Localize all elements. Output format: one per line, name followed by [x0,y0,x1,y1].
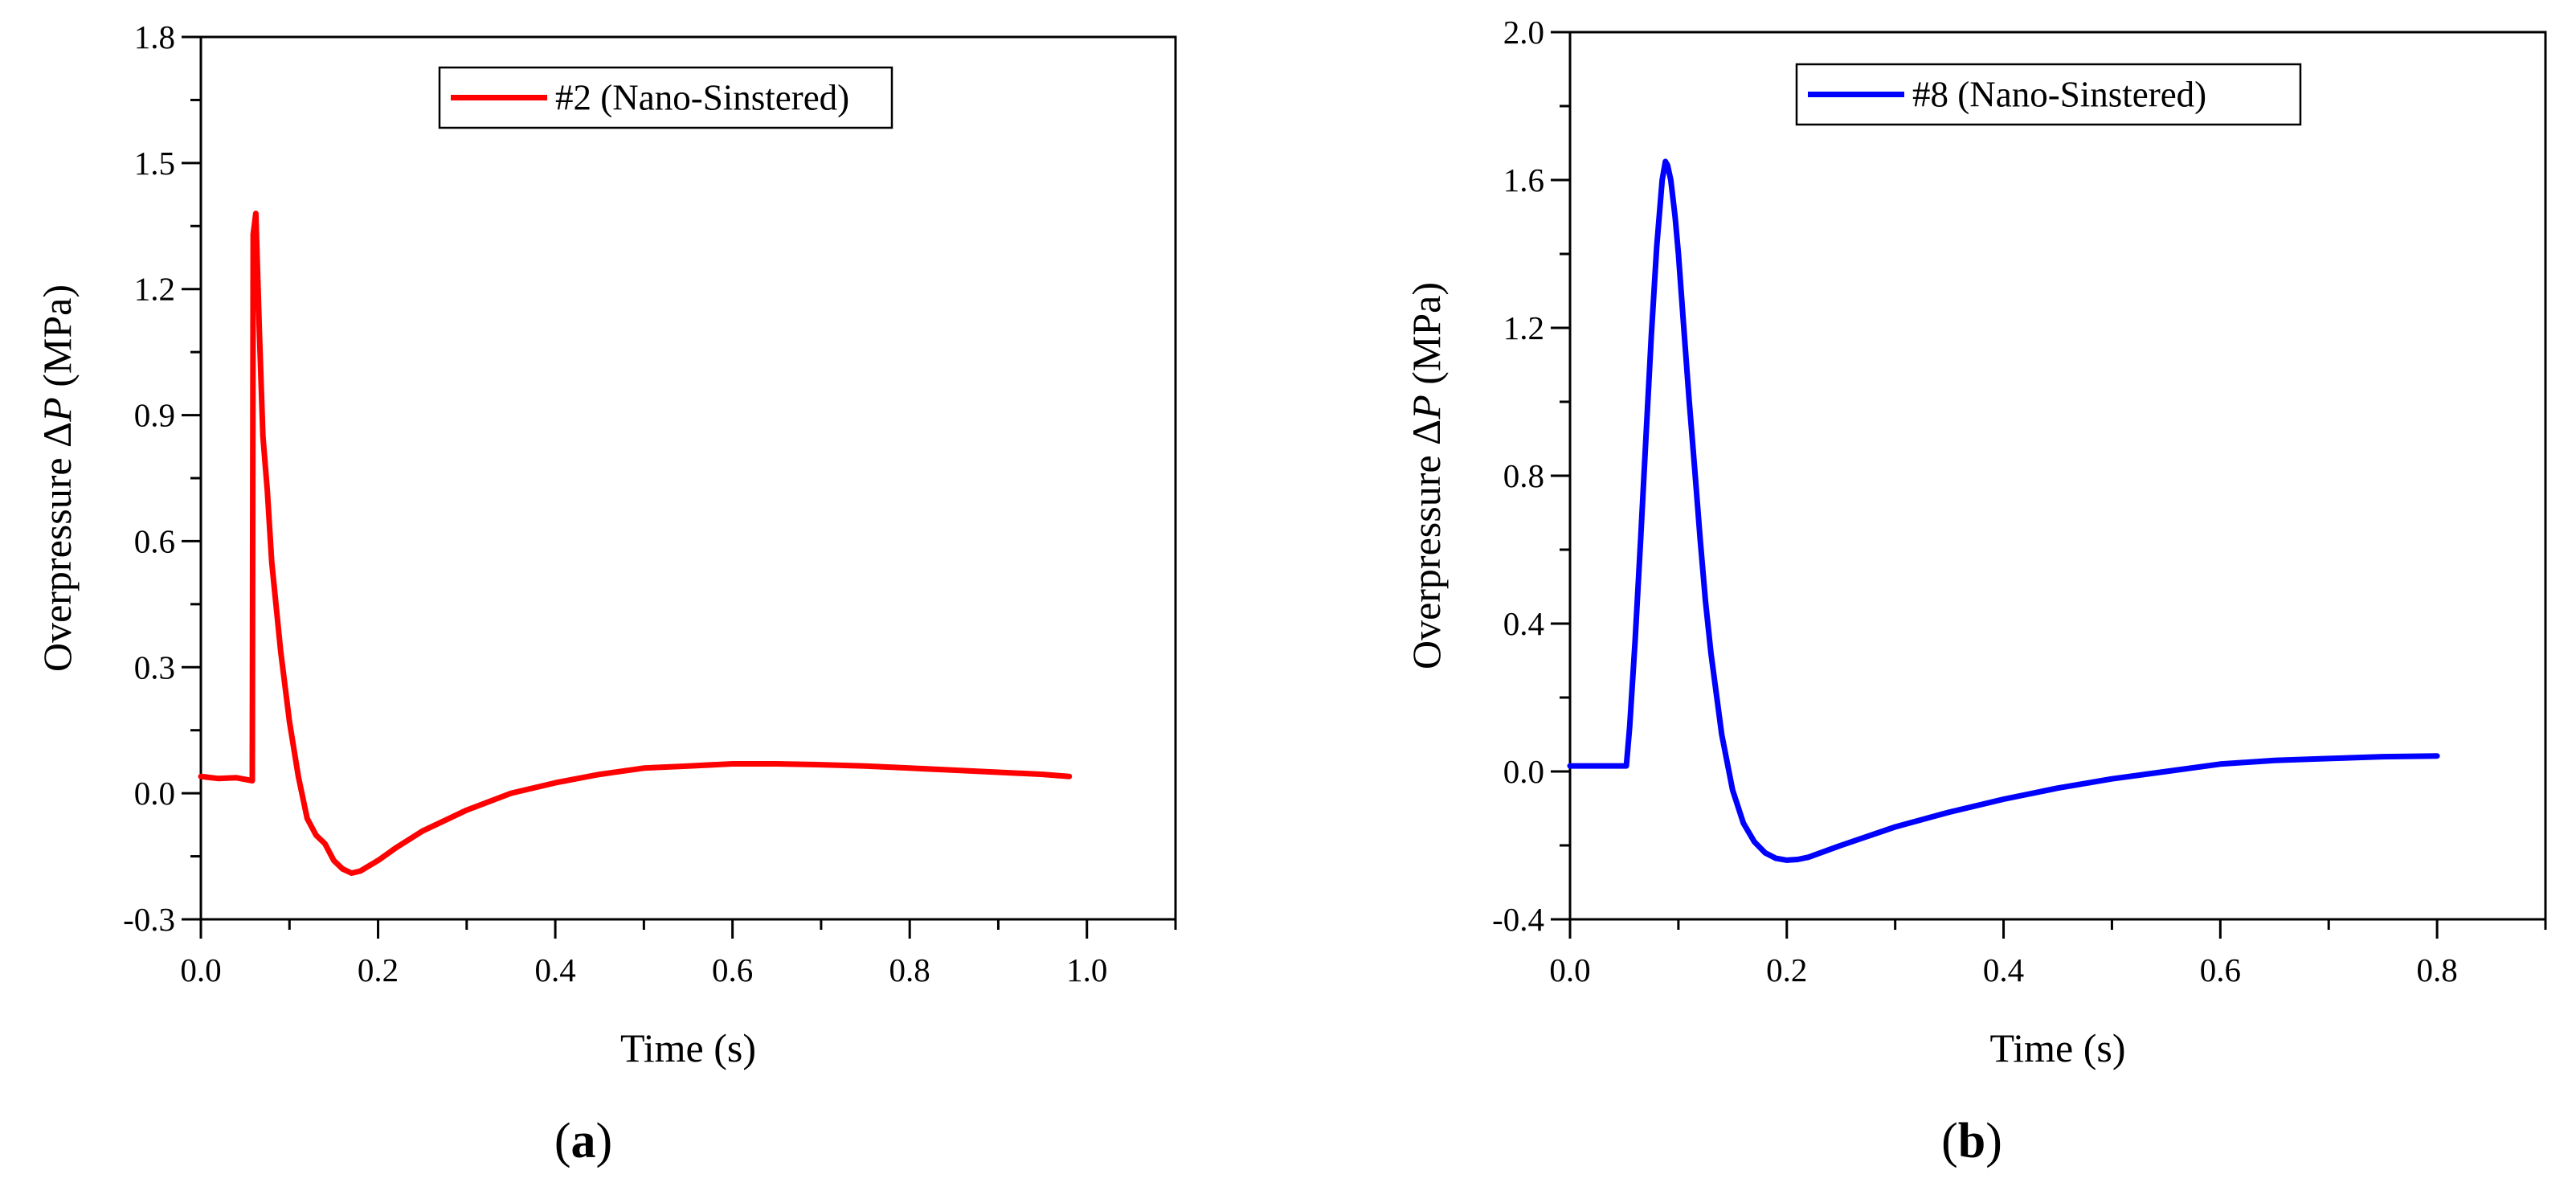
y-tick-label: 0.6 [134,522,175,559]
x-tick-label: 0.8 [889,951,930,988]
panel-label-close: ) [1985,1114,2002,1168]
x-tick-label: 0.4 [534,951,575,988]
panel-label: (b) [1941,1114,2002,1168]
y-tick-label: 2.0 [1503,14,1544,51]
panel-label-open: ( [1941,1114,1958,1168]
panel-label: (a) [554,1114,612,1168]
panel-label-letter: b [1958,1114,1985,1168]
y-axis-title-variable: P [35,397,80,423]
y-tick-label: 1.8 [134,18,175,55]
legend-label: #8 (Nano-Sinstered) [1912,75,2206,115]
x-tick-label: 0.6 [712,951,753,988]
y-axis-title-unit: (MPa) [35,284,80,397]
y-tick-label: -0.3 [123,901,175,938]
x-tick-label: 0.2 [1766,951,1807,988]
y-axis-title: Overpressure ΔP (MPa) [1404,282,1449,669]
x-axis-title: Time (s) [1989,1025,2125,1070]
y-tick-label: 0.9 [134,397,175,434]
panel-label-open: ( [554,1114,571,1168]
legend: #2 (Nano-Sinstered) [438,66,893,129]
y-axis-title-variable: P [1404,395,1449,420]
y-tick-label: 0.0 [1503,753,1544,790]
x-axis-title: Time (s) [620,1025,756,1070]
x-tick-label: 0.4 [1983,951,2024,988]
panel-label-letter: a [571,1114,596,1168]
y-axis-title: Overpressure ΔP (MPa) [35,284,80,672]
y-tick-label: 0.4 [1503,605,1544,642]
y-tick-label: -0.4 [1492,901,1544,938]
x-tick-label: 0.0 [1549,951,1590,988]
x-tick-label: 0.0 [180,951,221,988]
x-tick-label: 0.2 [358,951,399,988]
y-tick-label: 0.8 [1503,457,1544,494]
y-tick-label: 1.6 [1503,162,1544,198]
x-tick-label: 0.6 [2200,951,2241,988]
plot-frame [199,35,1177,921]
y-tick-label: 1.2 [1503,309,1544,346]
legend: #8 (Nano-Sinstered) [1795,63,2302,126]
panel-label-close: ) [596,1114,613,1168]
x-tick-label: 1.0 [1066,951,1107,988]
y-tick-label: 0.3 [134,649,175,685]
legend-label: #2 (Nano-Sinstered) [555,78,849,118]
y-axis-title-prefix: Overpressure Δ [1404,419,1449,669]
y-tick-label: 1.5 [134,145,175,182]
y-tick-label: 0.0 [134,775,175,812]
y-tick-label: 1.2 [134,271,175,308]
y-axis-title-unit: (MPa) [1404,282,1449,395]
y-axis-title-prefix: Overpressure Δ [35,422,80,672]
chart-panel-a: 0.0 0.2 0.4 0.6 0.8 1.0-0.30.00.30.60.91.21.5… [35,18,1177,1168]
series-line-b [1567,158,2440,863]
chart-panel-b: 0.0 0.2 0.4 0.6 0.8-0.40.00.40.81.21.62.0Tim… [1404,14,2547,1168]
x-tick-label: 0.8 [2416,951,2457,988]
series-line-a [198,211,1073,876]
